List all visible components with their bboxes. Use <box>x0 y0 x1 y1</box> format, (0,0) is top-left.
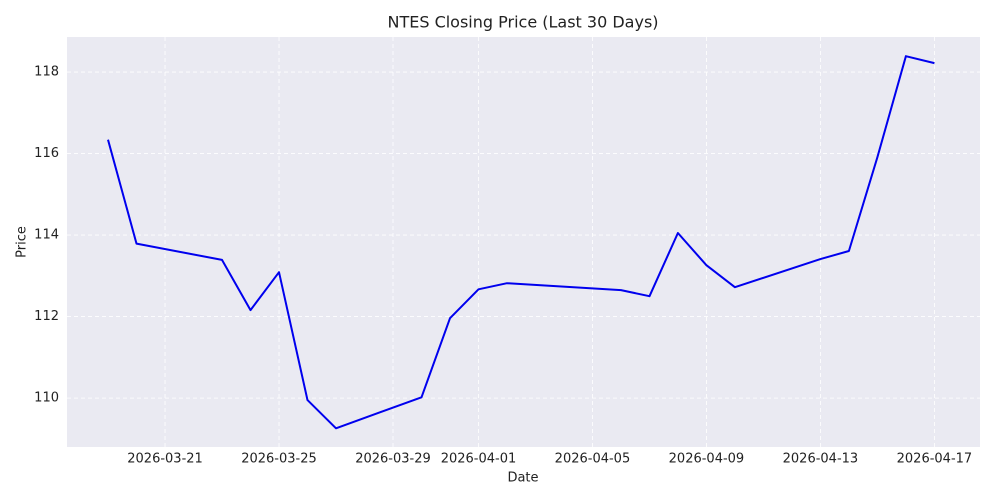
x-tick-label: 2026-03-25 <box>241 452 317 467</box>
x-tick-label: 2026-04-05 <box>555 452 631 467</box>
x-tick-label: 2026-04-01 <box>441 452 517 467</box>
x-tick-label: 2026-03-29 <box>355 452 431 467</box>
x-tick-label: 2026-04-13 <box>783 452 859 467</box>
line <box>107 55 935 430</box>
y-tick-label: 110 <box>34 391 59 406</box>
x-tick-label: 2026-04-17 <box>897 452 973 467</box>
x-tick-label: 2026-04-09 <box>669 452 745 467</box>
y-tick-label: 114 <box>34 228 59 243</box>
y-tick-label: 112 <box>34 309 59 324</box>
plot-area <box>67 37 980 447</box>
y-tick-label: 118 <box>34 65 59 80</box>
x-tick-label: 2026-03-21 <box>127 452 203 467</box>
x-axis-label: Date <box>507 471 538 486</box>
chart-title: NTES Closing Price (Last 30 Days) <box>387 13 658 32</box>
y-axis-label: Price <box>15 226 30 258</box>
y-tick-label: 116 <box>34 146 59 161</box>
